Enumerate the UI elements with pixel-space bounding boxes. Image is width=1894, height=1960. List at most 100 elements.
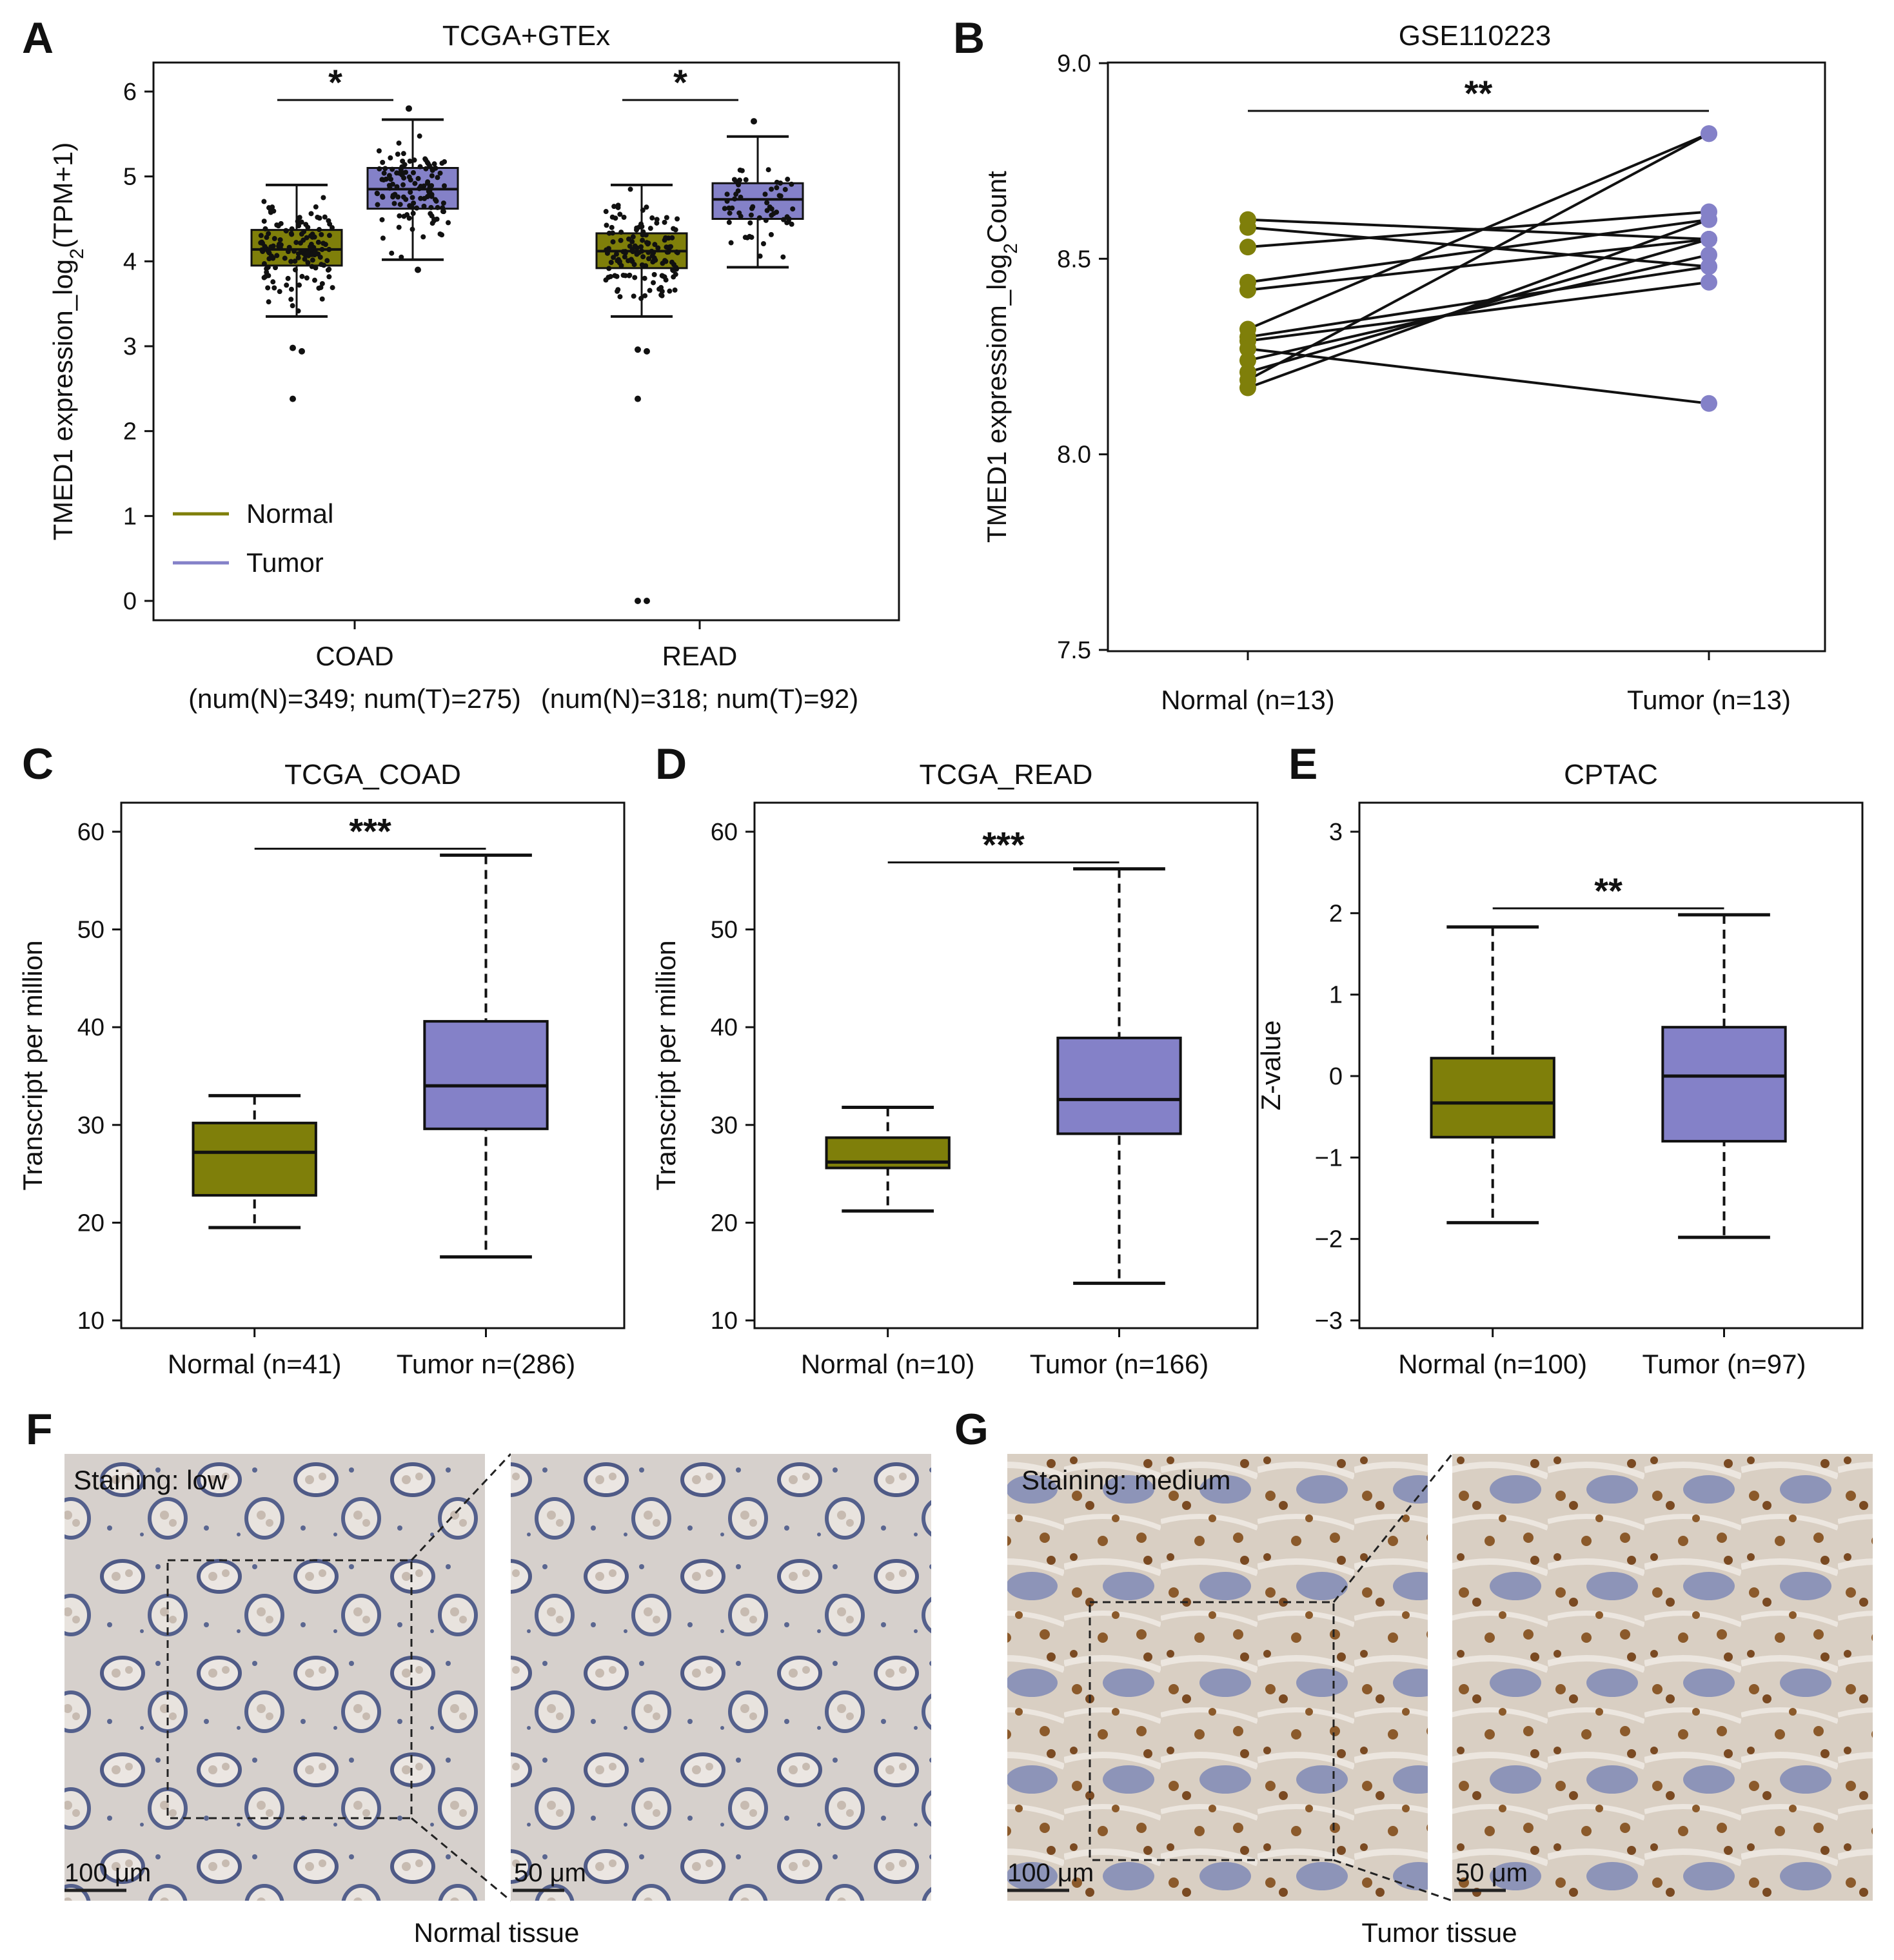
scale-bar-label: 50 μm — [1455, 1859, 1528, 1887]
data-point — [627, 272, 633, 278]
pair-line — [1247, 218, 1710, 284]
chart-title: CPTAC — [1564, 759, 1658, 790]
x-tick-label: Normal (n=10) — [801, 1349, 975, 1379]
data-point — [774, 179, 780, 185]
chart-title: TCGA_READ — [920, 759, 1093, 790]
data-point — [380, 177, 386, 182]
data-point — [756, 215, 762, 220]
data-point — [604, 222, 609, 228]
data-point — [441, 183, 447, 189]
data-point — [399, 164, 405, 170]
tumor-tissue-zoom-image — [1452, 1454, 1873, 1901]
data-point — [655, 245, 661, 251]
data-point — [284, 282, 290, 288]
data-point — [627, 243, 633, 249]
y-tick-label: 3 — [123, 333, 137, 360]
y-tick-label: 20 — [711, 1210, 738, 1237]
y-tick-label: −1 — [1315, 1144, 1343, 1171]
data-point — [288, 259, 294, 264]
y-tick-label: 40 — [77, 1014, 104, 1041]
outlier-point — [635, 598, 641, 604]
data-point — [440, 200, 446, 206]
y-tick-label: 1 — [1329, 982, 1343, 1009]
data-point — [622, 254, 627, 260]
significance-stars: *** — [982, 825, 1025, 865]
tumor-box — [1661, 1026, 1787, 1143]
data-point — [288, 286, 294, 292]
data-point — [395, 152, 400, 157]
data-point — [389, 250, 395, 256]
data-point — [672, 287, 678, 293]
scale-bar-label: 100 μm — [64, 1859, 151, 1887]
outlier-point — [290, 344, 296, 351]
data-point — [315, 239, 321, 245]
data-point — [671, 226, 676, 231]
data-point — [299, 273, 305, 279]
chart-a: TCGA+GTEx 0 1 2 3 4 5 6 TMED1 expression_log2(TP… — [48, 20, 900, 714]
data-point — [264, 270, 270, 275]
staining-label: Staining: low — [74, 1465, 228, 1495]
data-point — [724, 191, 730, 197]
plot-frame — [1107, 61, 1826, 652]
y-tick-label: 40 — [711, 1014, 738, 1041]
tumor-point — [1701, 231, 1717, 248]
data-point — [304, 235, 310, 240]
outlier-point — [415, 266, 421, 273]
normal-point — [1239, 281, 1256, 299]
data-point — [276, 243, 282, 249]
data-point — [617, 294, 623, 300]
data-point — [789, 181, 794, 187]
data-point — [259, 247, 265, 253]
y-tick-label: −3 — [1315, 1308, 1343, 1335]
data-point — [291, 248, 297, 254]
data-point — [622, 250, 628, 256]
tumor-point — [1701, 395, 1717, 412]
data-point — [376, 148, 382, 154]
data-point — [606, 230, 612, 236]
data-point — [290, 303, 295, 309]
data-point — [642, 275, 647, 281]
chart-title: TCGA_COAD — [284, 759, 461, 790]
data-point — [302, 256, 308, 262]
data-point — [662, 219, 667, 225]
data-point — [630, 249, 636, 255]
data-point — [663, 235, 669, 240]
histology-panel-f: Staining: low 100 μm 50 μm Normal tissue — [64, 1453, 931, 1948]
data-point — [675, 216, 680, 222]
data-point — [411, 157, 417, 163]
panel-letter-f: F — [26, 1405, 53, 1454]
data-point — [283, 228, 289, 234]
normal-tissue-zoom-image — [511, 1454, 931, 1901]
data-point — [316, 227, 322, 233]
data-point — [778, 193, 784, 199]
data-point — [380, 159, 386, 165]
data-point — [435, 204, 440, 210]
data-point — [765, 167, 771, 173]
data-point — [663, 277, 669, 283]
data-point — [605, 248, 611, 254]
data-point — [261, 219, 267, 224]
data-point — [375, 191, 380, 197]
data-point — [271, 285, 277, 291]
data-point — [617, 211, 623, 217]
data-point — [611, 204, 617, 210]
data-point — [644, 204, 649, 210]
data-point — [292, 267, 298, 273]
data-point — [433, 198, 439, 204]
panel-letter-b: B — [953, 14, 985, 63]
data-point — [396, 224, 402, 230]
legend-label-normal: Normal — [246, 498, 333, 529]
legend-label-tumor: Tumor — [246, 547, 324, 578]
normal-point — [1239, 239, 1256, 256]
zoom-connector-line — [410, 1453, 512, 1562]
data-point — [658, 284, 664, 290]
significance-stars: * — [673, 62, 687, 103]
data-point — [789, 221, 794, 227]
y-tick-label: 60 — [711, 819, 738, 846]
data-point — [618, 237, 624, 243]
data-point — [632, 243, 638, 249]
y-tick-label: 2 — [1329, 900, 1343, 927]
data-point — [261, 275, 267, 280]
data-point — [273, 265, 279, 271]
data-point — [614, 251, 620, 257]
